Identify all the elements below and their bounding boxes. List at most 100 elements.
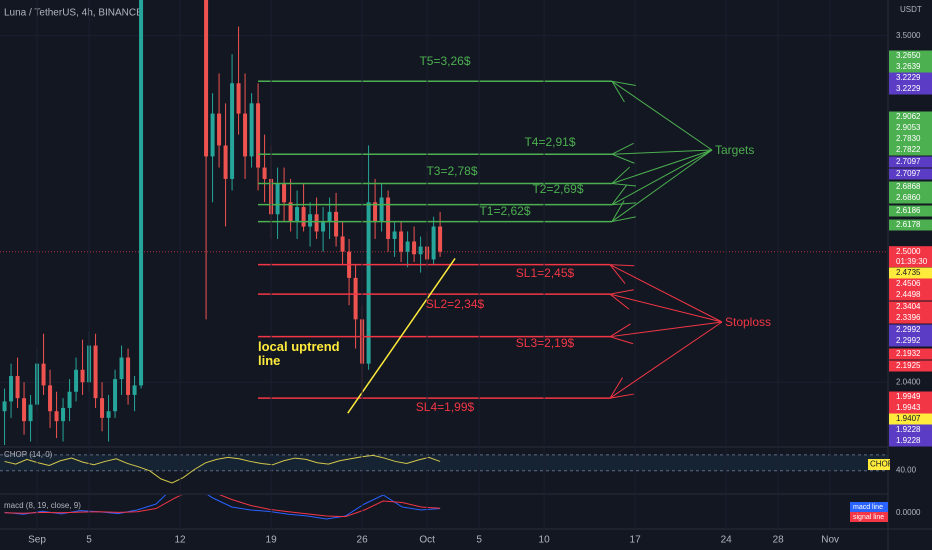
candle-body xyxy=(379,197,384,222)
chop-tag-label: CHOP xyxy=(870,460,893,469)
price-tag-label: 3.2229 xyxy=(896,84,921,93)
arrow-head xyxy=(608,289,634,310)
price-tag-label: 2.6186 xyxy=(896,206,921,215)
candle-body xyxy=(236,83,241,114)
price-tag xyxy=(889,348,932,360)
legend-label: signal line xyxy=(853,514,884,521)
candle-body xyxy=(2,401,7,412)
price-tag-label: 2.4735 xyxy=(896,268,921,277)
candle-body xyxy=(366,202,371,364)
arrow-head xyxy=(611,200,636,223)
price-tag xyxy=(889,181,932,193)
candle-body xyxy=(48,385,53,412)
price-tag xyxy=(889,219,932,231)
pane-title: CHOP (14, 0) xyxy=(4,450,53,459)
x-tick-label: 5 xyxy=(476,535,482,546)
candle-body xyxy=(210,113,215,157)
x-tick-label: 28 xyxy=(773,535,785,546)
group-label: Targets xyxy=(715,143,754,157)
price-tag-label: 1.9228 xyxy=(896,436,921,445)
price-tag-label: 3.2639 xyxy=(896,62,921,71)
x-tick-label: 5 xyxy=(86,535,92,546)
x-tick-label: Oct xyxy=(419,535,435,546)
candle-body xyxy=(399,231,404,252)
fan-line xyxy=(609,264,723,323)
price-tag xyxy=(889,61,932,73)
legend-swatch xyxy=(850,502,888,512)
chop-tick-label: 40.00 xyxy=(896,466,917,475)
candle-body xyxy=(132,385,137,395)
candle-body xyxy=(405,241,410,252)
chop-band xyxy=(0,454,888,471)
price-tag-label: 1.9407 xyxy=(896,414,921,423)
level-label: SL2=2,34$ xyxy=(426,297,485,311)
price-tag xyxy=(889,413,932,425)
fan-line xyxy=(611,80,713,151)
x-tick-label: Sep xyxy=(28,535,46,546)
price-tag xyxy=(889,435,932,447)
price-tag-label: 3.2229 xyxy=(896,73,921,82)
candle-body xyxy=(9,375,14,402)
currency: USDT xyxy=(900,5,922,14)
fan-line xyxy=(609,293,723,323)
level-label: SL4=1,99$ xyxy=(416,400,475,414)
price-tag xyxy=(889,205,932,217)
candle-body xyxy=(28,404,33,422)
candle-body xyxy=(321,221,326,232)
level-label: T3=2,78$ xyxy=(426,164,477,178)
price-tag-label: 2.6868 xyxy=(896,182,921,191)
legend-swatch xyxy=(850,512,888,522)
price-tag-label: 2.7822 xyxy=(896,145,921,154)
trendline-label-box: local uptrend line xyxy=(258,340,340,368)
fan-line xyxy=(611,149,713,185)
price-tag xyxy=(889,192,932,204)
level-label: SL3=2,19$ xyxy=(516,336,575,350)
candle-body xyxy=(249,103,254,157)
arrow-head xyxy=(608,264,635,284)
x-tick-label: 19 xyxy=(266,535,278,546)
candle-body xyxy=(334,211,339,237)
candle-body xyxy=(230,83,235,179)
legend-label: macd line xyxy=(853,504,883,511)
pane-title: macd (8, 19, close, 9) xyxy=(4,501,81,510)
price-tag-label: 2.3396 xyxy=(896,313,921,322)
candle-body xyxy=(373,202,378,222)
x-tick-label: 26 xyxy=(357,535,369,546)
price-tag xyxy=(889,72,932,84)
price-tag xyxy=(889,301,932,313)
price-tag xyxy=(889,156,932,168)
y-tick-label: 3.5000 xyxy=(896,31,921,40)
candle-body xyxy=(288,202,293,222)
candle-body xyxy=(80,369,85,383)
chop-tag xyxy=(868,459,890,470)
candle-body xyxy=(438,226,443,252)
price-tag xyxy=(889,360,932,372)
level-label: T1=2,62$ xyxy=(479,204,530,218)
candle-body xyxy=(327,211,332,222)
arrow-head xyxy=(611,80,636,103)
price-tag-label: 2.7097 xyxy=(896,169,921,178)
candle-body xyxy=(262,167,267,179)
price-tag xyxy=(889,424,932,436)
macd-tick-label: 0.0000 xyxy=(896,508,921,517)
candle-body xyxy=(22,398,27,422)
candle-body xyxy=(74,369,79,392)
level-label: T2=2,69$ xyxy=(532,182,583,196)
candle-body xyxy=(301,207,306,227)
price-tag-label: 1.9943 xyxy=(896,403,921,412)
price-tag xyxy=(889,324,932,336)
chart-title: Luna / TetherUS, 4h, BINANCE xyxy=(4,8,143,19)
fan-line xyxy=(609,321,723,399)
x-tick-label: 12 xyxy=(175,535,187,546)
price-tag-label: 2.2992 xyxy=(896,325,921,334)
price-tag-label: 2.1925 xyxy=(896,361,921,370)
candle-body xyxy=(126,357,131,395)
candle-body xyxy=(314,214,319,232)
price-tag-label: 2.7097 xyxy=(896,157,921,166)
price-tag-label: 2.4498 xyxy=(896,290,921,299)
last-price-tag xyxy=(889,246,932,268)
price-tag-label: 2.9053 xyxy=(896,123,921,132)
candle-body xyxy=(412,241,417,255)
